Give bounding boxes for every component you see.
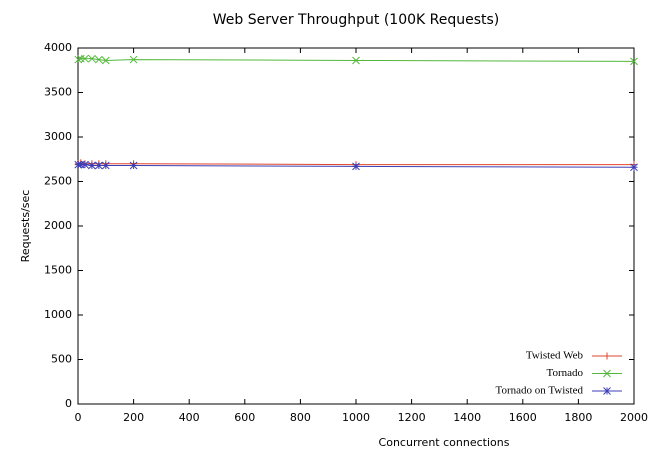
x-tick-label: 200 xyxy=(123,411,144,424)
legend-label: Tornado on Twisted xyxy=(496,385,584,397)
chart-title: Web Server Throughput (100K Requests) xyxy=(213,12,500,28)
x-tick-label: 1800 xyxy=(564,411,592,424)
point-marker xyxy=(88,54,96,63)
legend-marker xyxy=(603,369,611,378)
y-axis-label: Requests/sec xyxy=(19,190,32,263)
y-tick-label: 2500 xyxy=(44,175,72,188)
x-tick-label: 400 xyxy=(179,411,200,424)
point-marker xyxy=(76,160,85,169)
legend-marker xyxy=(603,352,611,360)
x-tick-label: 1600 xyxy=(509,411,537,424)
point-marker xyxy=(630,57,638,66)
x-tick-label: 0 xyxy=(75,411,82,424)
point-marker xyxy=(352,162,360,171)
x-axis-label: Concurrent connections xyxy=(379,436,510,449)
point-marker xyxy=(352,56,360,65)
legend-marker xyxy=(603,387,611,395)
y-tick-label: 3500 xyxy=(44,86,72,99)
y-tick-label: 1500 xyxy=(44,264,72,277)
legend-label: Tornado xyxy=(547,367,584,379)
legend-label: Twisted Web xyxy=(526,350,584,362)
y-tick-label: 3000 xyxy=(44,130,72,143)
x-tick-label: 600 xyxy=(234,411,255,424)
point-marker xyxy=(88,161,96,170)
x-tick-label: 1200 xyxy=(398,411,426,424)
point-marker xyxy=(129,55,138,64)
point-marker xyxy=(101,56,110,65)
point-marker xyxy=(94,161,103,170)
y-tick-label: 0 xyxy=(65,397,72,410)
point-marker xyxy=(94,55,103,64)
point-marker xyxy=(81,54,89,63)
y-tick-label: 4000 xyxy=(44,41,72,54)
point-marker xyxy=(129,161,138,170)
x-tick-label: 1400 xyxy=(453,411,481,424)
x-tick-label: 1000 xyxy=(342,411,370,424)
point-marker xyxy=(81,160,89,169)
point-marker xyxy=(630,163,638,172)
y-tick-label: 2000 xyxy=(44,219,72,232)
y-tick-label: 1000 xyxy=(44,308,72,321)
x-tick-label: 2000 xyxy=(620,411,648,424)
point-marker xyxy=(101,161,110,170)
x-tick-label: 800 xyxy=(290,411,311,424)
y-tick-label: 500 xyxy=(51,353,72,366)
point-marker xyxy=(74,55,83,64)
